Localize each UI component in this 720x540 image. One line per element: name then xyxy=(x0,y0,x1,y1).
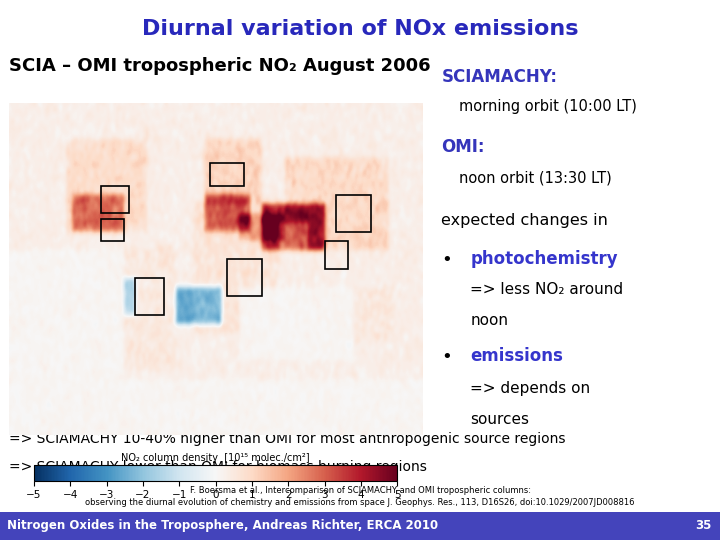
Text: photochemistry: photochemistry xyxy=(470,250,618,268)
Text: => SCIAMACHY 10-40% higher than OMI for most anthropogenic source regions: => SCIAMACHY 10-40% higher than OMI for … xyxy=(9,432,565,446)
Bar xyxy=(101,219,124,241)
Text: 35: 35 xyxy=(695,519,711,532)
Text: morning orbit (10:00 LT): morning orbit (10:00 LT) xyxy=(459,99,637,114)
Text: Nitrogen Oxides in the Troposphere, Andreas Richter, ERCA 2010: Nitrogen Oxides in the Troposphere, Andr… xyxy=(7,519,438,532)
Text: emissions: emissions xyxy=(470,347,563,365)
Text: •: • xyxy=(441,251,452,269)
Bar xyxy=(135,278,164,315)
Bar xyxy=(0,512,720,540)
Text: SCIA – OMI tropospheric NO₂ August 2006: SCIA – OMI tropospheric NO₂ August 2006 xyxy=(9,57,431,75)
Text: OMI:: OMI: xyxy=(441,138,485,156)
Bar xyxy=(325,241,348,268)
Bar xyxy=(227,259,261,296)
Title: NO₂ column density  [10¹⁵ molec./cm²]: NO₂ column density [10¹⁵ molec./cm²] xyxy=(122,453,310,463)
Bar xyxy=(336,195,371,232)
Bar xyxy=(101,186,130,213)
Text: •: • xyxy=(441,348,452,366)
Text: sources: sources xyxy=(470,412,529,427)
Text: expected changes in: expected changes in xyxy=(441,213,608,228)
Text: noon orbit (13:30 LT): noon orbit (13:30 LT) xyxy=(459,170,612,185)
Text: Diurnal variation of NOx emissions: Diurnal variation of NOx emissions xyxy=(142,19,578,39)
Text: F. Boersma et al., Intercomparison of SCIAMACHY and OMI tropospheric columns:: F. Boersma et al., Intercomparison of SC… xyxy=(189,486,531,495)
Text: => less NO₂ around: => less NO₂ around xyxy=(470,282,624,298)
Text: noon: noon xyxy=(470,313,508,328)
Text: SCIAMACHY:: SCIAMACHY: xyxy=(441,68,557,85)
Text: => SCIAMACHY lower than OMI for biomass burning regions: => SCIAMACHY lower than OMI for biomass … xyxy=(9,460,426,474)
Bar xyxy=(210,164,244,186)
Text: observing the diurnal evolution of chemistry and emissions from space J. Geophys: observing the diurnal evolution of chemi… xyxy=(85,498,635,508)
Text: => depends on: => depends on xyxy=(470,381,590,396)
